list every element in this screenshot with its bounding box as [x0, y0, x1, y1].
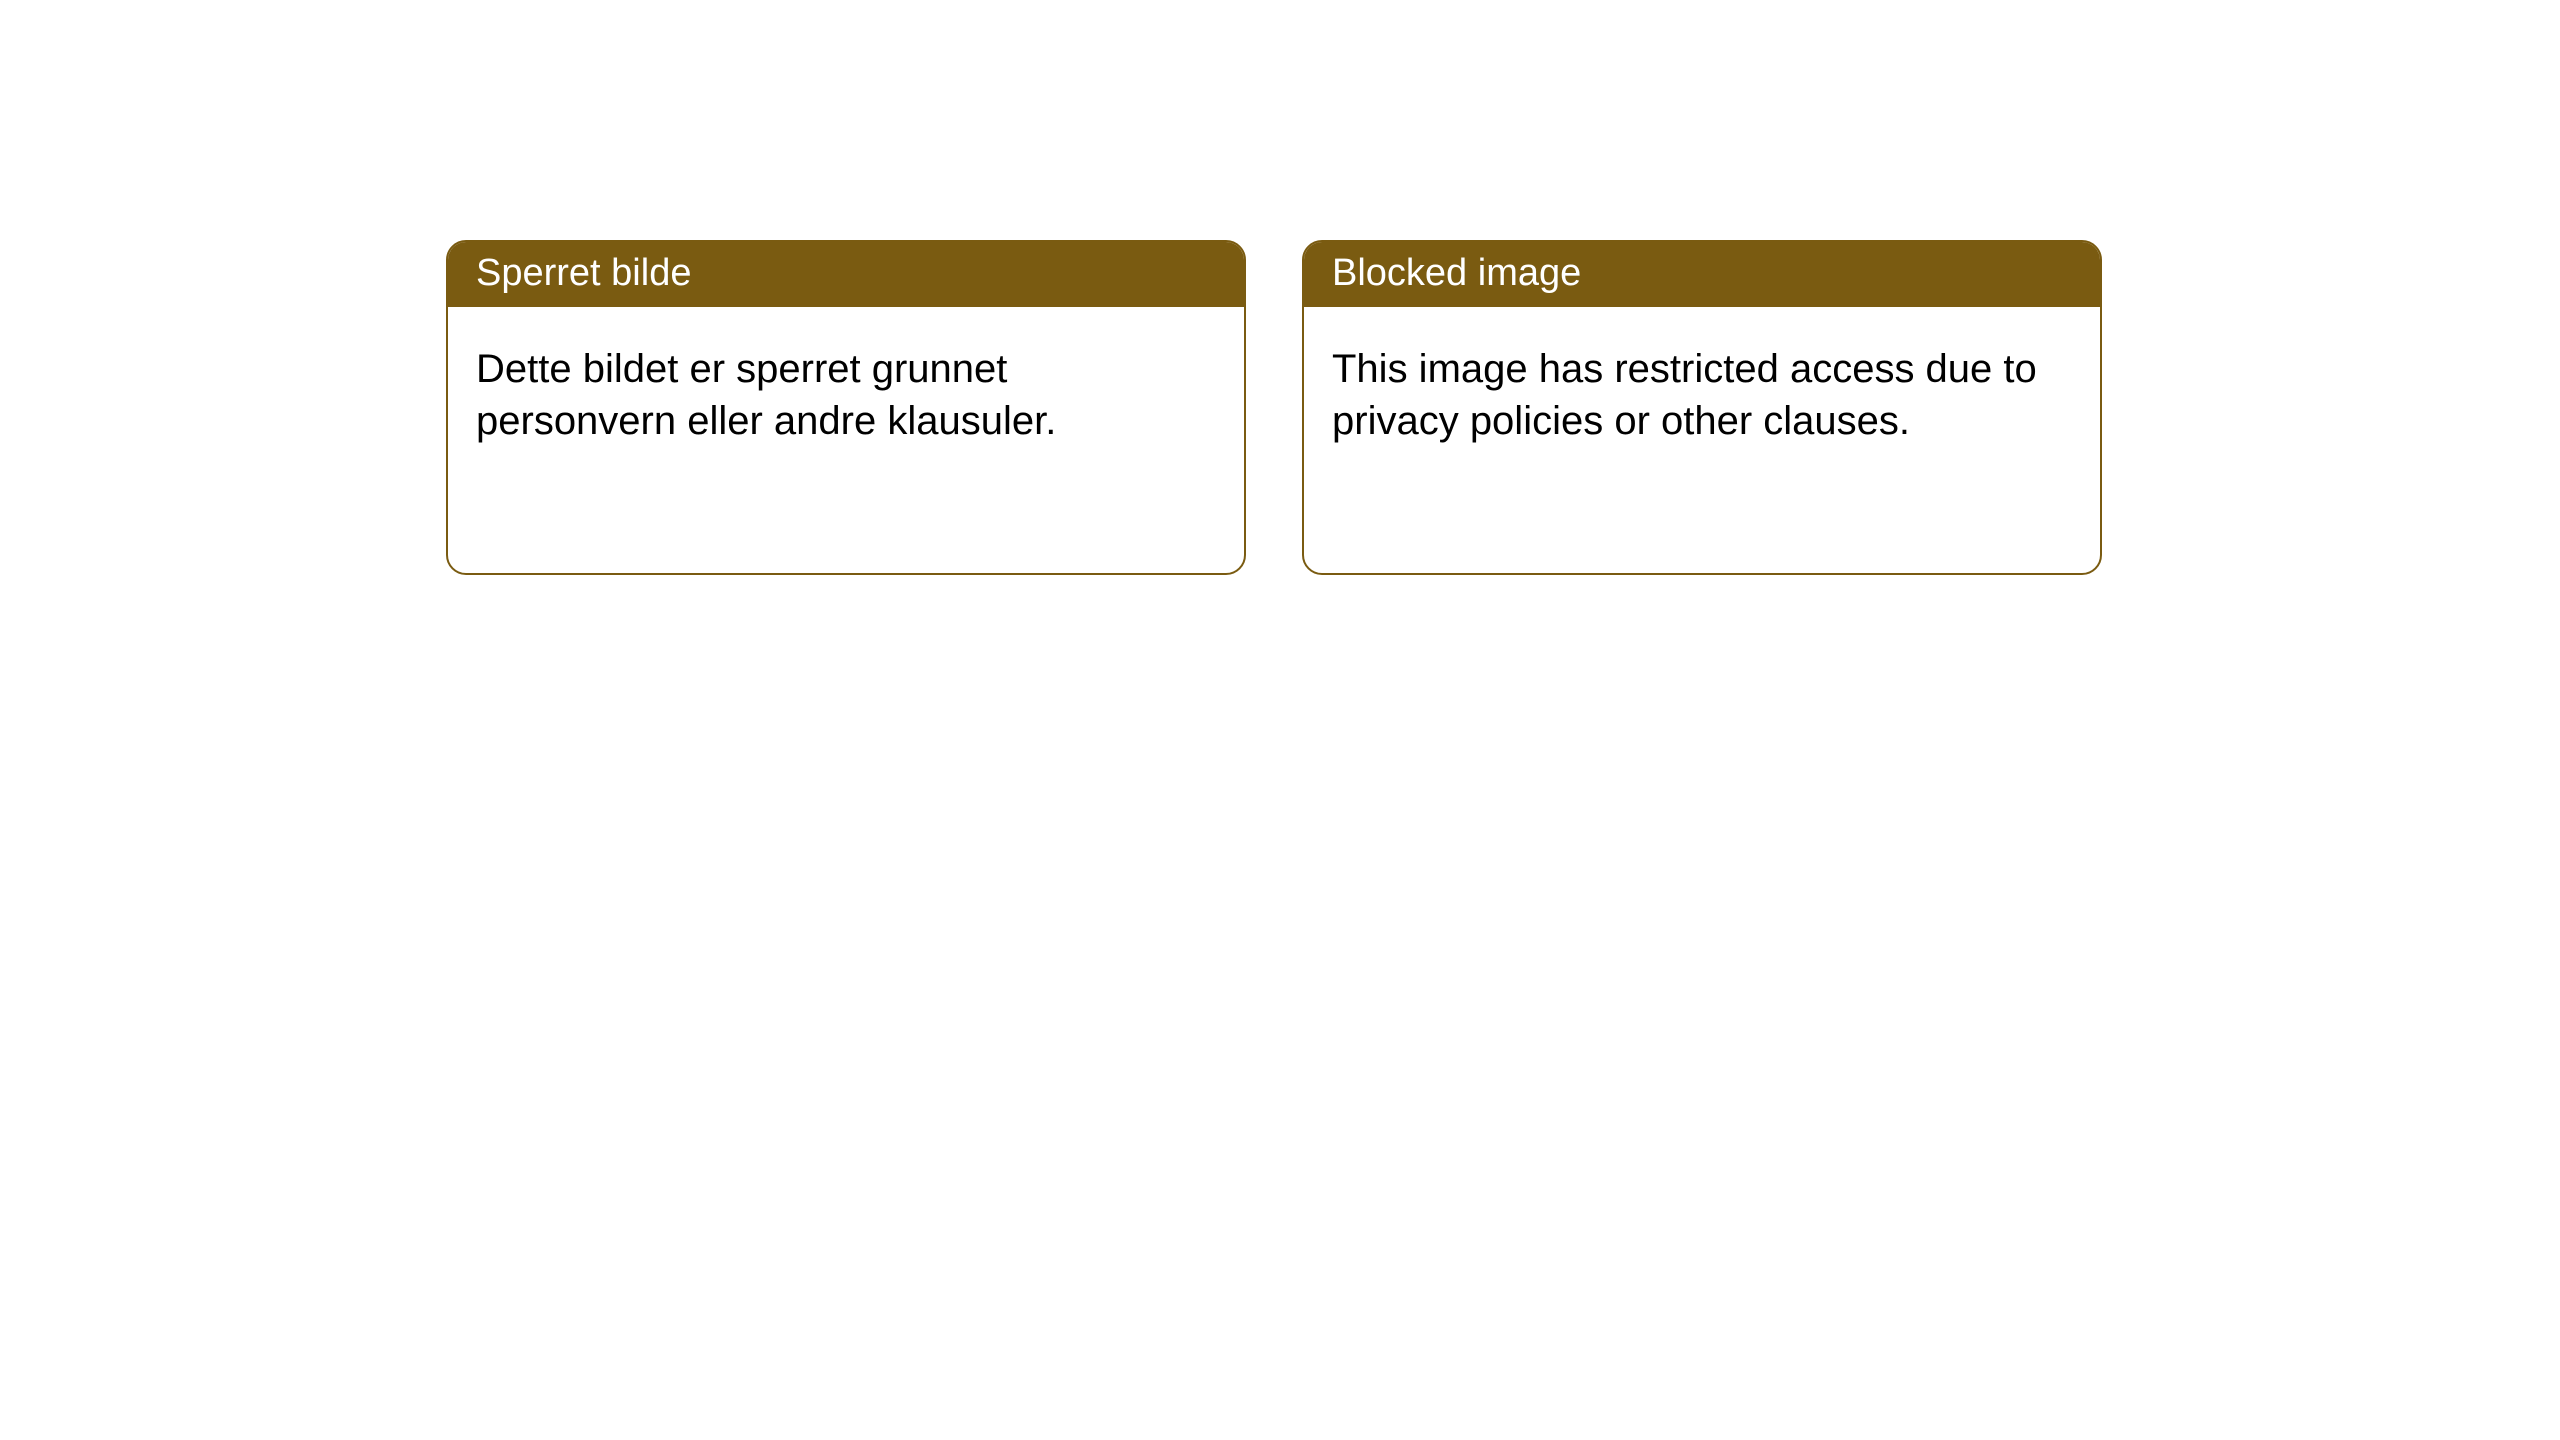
notice-header: Sperret bilde: [448, 242, 1244, 307]
notice-container: Sperret bilde Dette bildet er sperret gr…: [0, 0, 2560, 575]
notice-body: Dette bildet er sperret grunnet personve…: [448, 307, 1244, 475]
notice-body: This image has restricted access due to …: [1304, 307, 2100, 475]
notice-header: Blocked image: [1304, 242, 2100, 307]
notice-title: Blocked image: [1332, 252, 1581, 294]
notice-card-english: Blocked image This image has restricted …: [1302, 240, 2102, 575]
notice-card-norwegian: Sperret bilde Dette bildet er sperret gr…: [446, 240, 1246, 575]
notice-body-text: Dette bildet er sperret grunnet personve…: [476, 347, 1056, 443]
notice-title: Sperret bilde: [476, 252, 691, 294]
notice-body-text: This image has restricted access due to …: [1332, 347, 2037, 443]
